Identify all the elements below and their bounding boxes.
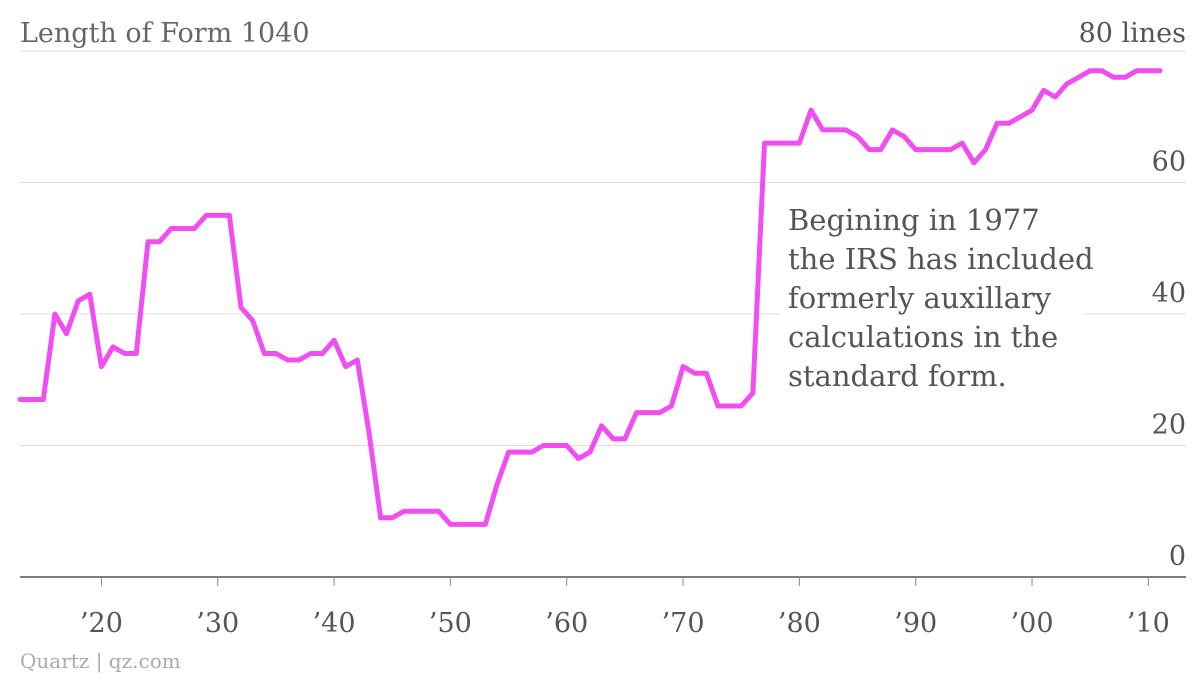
series-line — [17, 68, 1163, 527]
source-credit: Quartz | qz.com — [20, 649, 181, 674]
y-axis-unit-label: 80 lines — [1079, 18, 1186, 49]
x-tick-label: ’80 — [778, 608, 821, 639]
x-tick-label: ’60 — [545, 608, 588, 639]
annotation-line: the IRS has included — [788, 242, 1094, 276]
axes: 0 20 40 60 ’20 ’30 ’40 ’50 ’60 ’70 ’80 ’90 ’00 ’10 — [20, 147, 1186, 639]
annotation-line: standard form. — [788, 359, 1007, 393]
x-tick-label: ’50 — [429, 608, 472, 639]
annotation: Begining in 1977 the IRS has included form… — [780, 196, 1094, 396]
annotation-line: Begining in 1977 — [788, 203, 1040, 237]
chart-title: Length of Form 1040 — [20, 18, 310, 49]
x-tick-label: ’00 — [1011, 608, 1054, 639]
x-tick-label: ’20 — [80, 608, 123, 639]
x-tick-label: ’70 — [662, 608, 705, 639]
series-layer — [17, 68, 1163, 527]
annotation-line: calculations in the — [788, 320, 1058, 354]
y-tick-label: 20 — [1152, 410, 1186, 441]
y-tick-label: 0 — [1169, 541, 1186, 572]
annotation-line: formerly auxillary — [788, 281, 1052, 315]
x-tick-label: ’90 — [894, 608, 937, 639]
gridlines — [20, 50, 1186, 446]
y-tick-label: 40 — [1152, 278, 1186, 309]
annotation-background — [780, 196, 1085, 396]
y-tick-label: 60 — [1152, 147, 1186, 178]
x-tick-label: ’30 — [196, 608, 239, 639]
x-tick-label: ’40 — [313, 608, 356, 639]
x-tick-label: ’10 — [1127, 608, 1170, 639]
